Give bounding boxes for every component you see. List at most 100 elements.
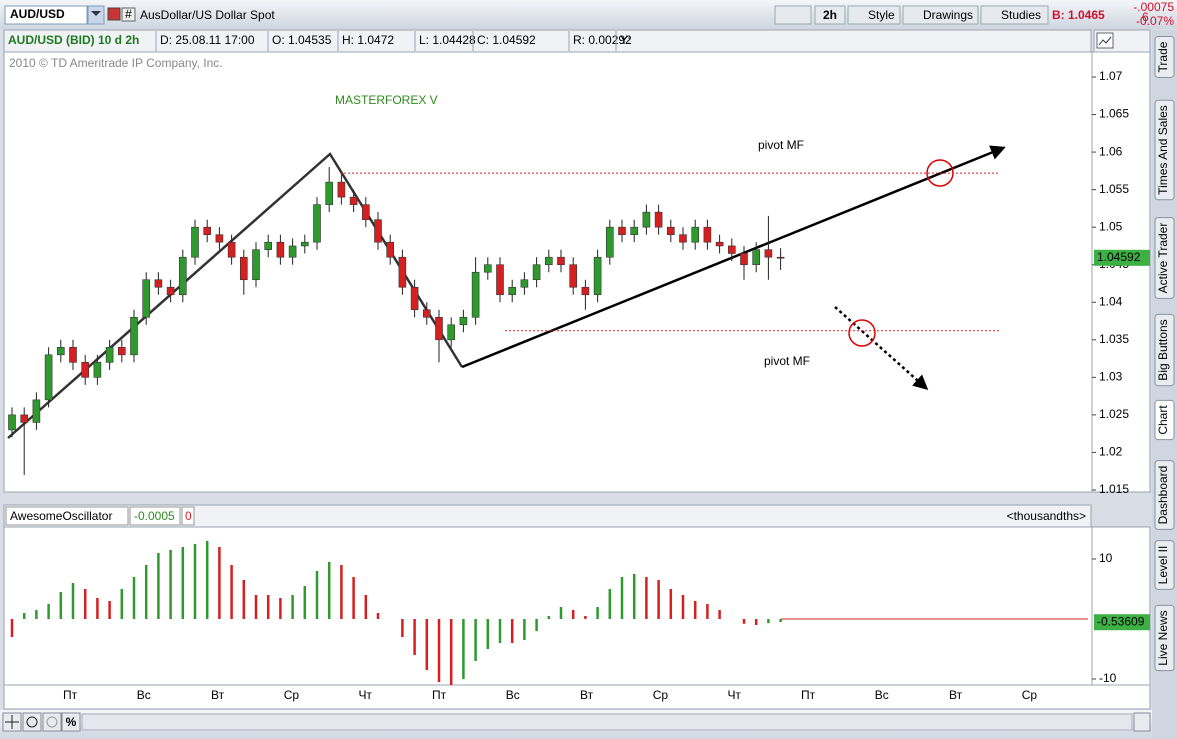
side-tab-frame[interactable] [1154, 460, 1175, 530]
candle-body [569, 264, 578, 288]
candle-body [118, 347, 126, 356]
candle-body [44, 354, 53, 401]
copyright: 2010 © TD Ameritrade IP Company, Inc. [9, 56, 223, 70]
candle-body [727, 245, 736, 254]
trend-arrow [461, 145, 1006, 369]
toolbar-button-label: Studies [1001, 8, 1041, 22]
info-field: R: 0.00292 [573, 33, 632, 47]
candle-body [203, 226, 211, 235]
dropdown-arrow [91, 11, 101, 16]
annotation: pivot MF [758, 138, 804, 152]
fit-tool[interactable] [1133, 712, 1151, 732]
x-tick-label: Вт [211, 688, 225, 702]
candle-body [544, 256, 553, 266]
study-name-box[interactable] [5, 506, 129, 526]
study-value: -0.0005 [134, 509, 175, 523]
zoom-in-tool[interactable] [22, 712, 42, 732]
change: -.00075 [1133, 0, 1174, 14]
side-tab[interactable]: Big Buttons [1156, 319, 1170, 380]
side-tab-frame[interactable] [1154, 604, 1175, 672]
symbol-box[interactable] [4, 5, 88, 25]
candle-body [130, 316, 138, 356]
toolbar-button[interactable] [847, 5, 901, 25]
candle-body [764, 249, 773, 258]
candle-body [593, 256, 602, 296]
side-tab[interactable]: Times And Sales [1156, 105, 1170, 195]
x-tick-label: Вт [949, 688, 963, 702]
candle-body [618, 226, 626, 235]
percent-tool[interactable] [61, 712, 81, 732]
y-tick-label: 1.065 [1099, 107, 1129, 121]
candle-body [459, 316, 468, 326]
side-tab-frame[interactable] [1154, 399, 1175, 441]
candle-body [386, 241, 395, 258]
info-field: L: 1.04428 [419, 33, 476, 47]
side-tab[interactable]: Level II [1156, 546, 1170, 585]
side-tab[interactable]: Trade [1156, 41, 1170, 72]
toolbar-button-label: 2h [823, 8, 837, 22]
last-value-label: -0.53609 [1097, 614, 1145, 628]
candle-body [642, 211, 651, 228]
info-field: D: 25.08.11 17:00 [160, 33, 255, 47]
toolbar-button[interactable] [980, 5, 1049, 25]
oscillator-panel [3, 526, 1093, 686]
last-price-label: 1.04592 [1097, 250, 1141, 264]
candle-body [679, 234, 687, 243]
candle-body [288, 245, 297, 258]
toolbar-button[interactable] [814, 5, 846, 25]
last-value-box [1094, 614, 1150, 631]
y-tick-label: 1.07 [1099, 69, 1123, 83]
candle-body [691, 226, 700, 243]
candle-body [349, 196, 358, 205]
study-value-box [129, 506, 181, 526]
study-zero: 0 [185, 509, 192, 523]
side-tab[interactable]: Live News [1156, 610, 1170, 665]
side-tab[interactable]: Active Trader [1156, 223, 1170, 294]
candle-body [654, 211, 663, 228]
hash-icon[interactable] [121, 7, 136, 22]
side-tab-frame[interactable] [1154, 313, 1175, 387]
candle-body [227, 241, 236, 258]
y-tick-label: 10 [1099, 551, 1113, 565]
y-tick-label: 1.02 [1099, 445, 1123, 459]
side-tab-frame[interactable] [1154, 36, 1175, 78]
hash-glyph: # [125, 7, 132, 21]
chart-settings-icon[interactable] [1096, 32, 1114, 49]
scrollbar[interactable] [81, 713, 1133, 731]
candle-body [179, 256, 187, 296]
study-zero-box [181, 506, 195, 526]
side-tab[interactable]: Dashboard [1156, 466, 1170, 525]
candle-body [142, 279, 150, 318]
y-tick-label: 1.025 [1099, 407, 1129, 421]
price-panel [3, 51, 1093, 493]
side-tab[interactable]: Chart [1156, 405, 1170, 435]
candle-body [483, 264, 492, 273]
candle-body [166, 286, 175, 296]
side-tab-frame[interactable] [1154, 540, 1175, 590]
x-tick-label: Вс [875, 688, 889, 702]
toolbar-button[interactable] [902, 5, 979, 25]
candle-body [105, 347, 114, 363]
side-tab-frame[interactable] [1154, 99, 1175, 201]
zoom-out-tool[interactable] [42, 712, 62, 732]
info-field: H: 1.0472 [342, 33, 394, 47]
y-tick-label: -10 [1099, 671, 1117, 685]
y-tick-label: 1.06 [1099, 144, 1123, 158]
tools-button[interactable] [774, 5, 812, 25]
zoom-glyph [26, 716, 38, 728]
x-tick-label: Ср [1022, 688, 1038, 702]
candle-body [776, 256, 785, 259]
candle-body [56, 347, 65, 356]
info-field: AUD/USD (BID) 10 d 2h [8, 33, 139, 47]
candle-body [447, 324, 456, 341]
candle-body [715, 241, 724, 247]
candle-body [191, 226, 199, 258]
candle-body [69, 347, 77, 363]
x-tick-label: Ср [653, 688, 669, 702]
side-tab-frame[interactable] [1154, 217, 1175, 299]
oscillator-axis [1091, 526, 1151, 686]
x-tick-label: Пт [432, 688, 447, 702]
candle-body [557, 256, 565, 266]
link-icon[interactable] [107, 7, 121, 21]
